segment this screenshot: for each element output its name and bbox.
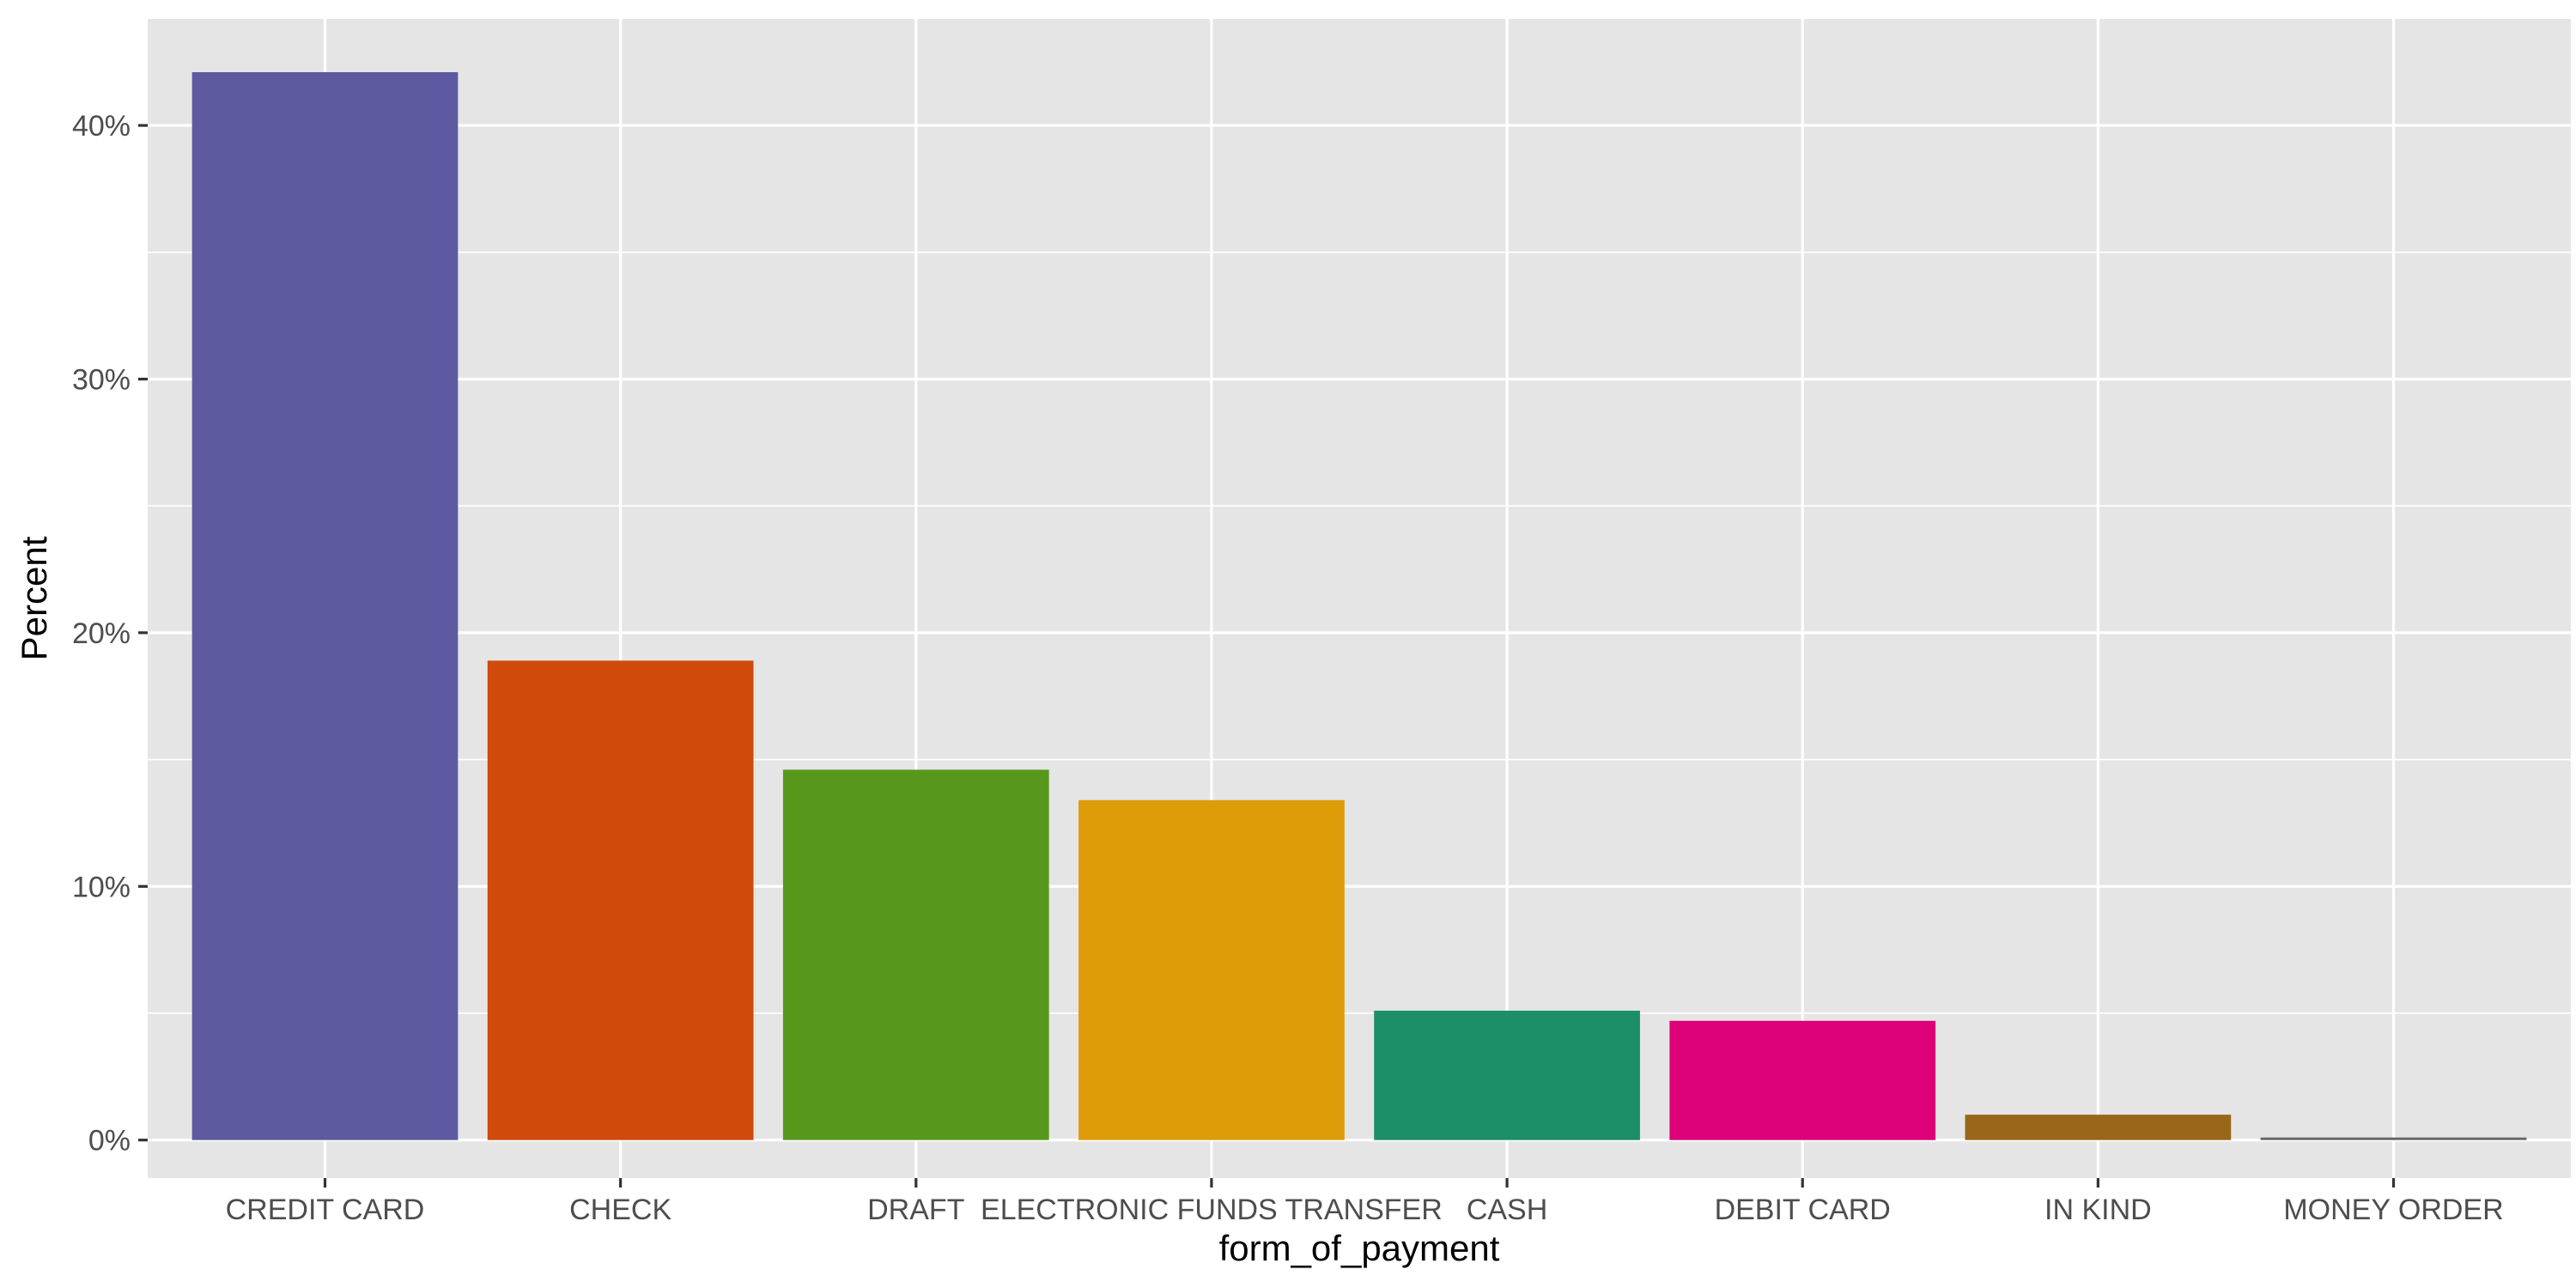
bar xyxy=(1374,1011,1640,1140)
x-axis-title: form_of_payment xyxy=(1219,1228,1500,1268)
bar xyxy=(487,660,754,1140)
x-tick-label: MONEY ORDER xyxy=(2283,1194,2503,1226)
bar xyxy=(191,72,459,1140)
x-tick-label: DRAFT xyxy=(867,1194,964,1226)
x-tick-label: ELECTRONIC FUNDS TRANSFER xyxy=(981,1194,1443,1226)
bar xyxy=(1078,799,1345,1140)
bar xyxy=(1965,1115,2232,1140)
y-tick-label: 10% xyxy=(72,871,131,903)
bar xyxy=(782,769,1049,1140)
x-tick-label: CREDIT CARD xyxy=(226,1194,425,1226)
y-tick-label: 0% xyxy=(88,1125,131,1157)
x-tick-label: IN KIND xyxy=(2044,1194,2152,1226)
y-tick-label: 20% xyxy=(72,617,131,650)
x-axis: CREDIT CARD CHECK DRAFT ELECTRONIC FUNDS TR… xyxy=(226,1178,2504,1226)
y-axis: 0% 10% 20% 30% 40% xyxy=(72,110,148,1157)
bars xyxy=(191,72,2527,1140)
x-tick-label: CASH xyxy=(1467,1194,1547,1226)
x-tick-label: CHECK xyxy=(569,1194,671,1226)
x-tick-label: DEBIT CARD xyxy=(1715,1194,1891,1226)
bar xyxy=(2260,1137,2527,1140)
y-tick-label: 30% xyxy=(72,363,131,396)
bar xyxy=(1669,1020,1936,1140)
y-tick-label: 40% xyxy=(72,110,131,143)
y-axis-title: Percent xyxy=(14,536,54,660)
